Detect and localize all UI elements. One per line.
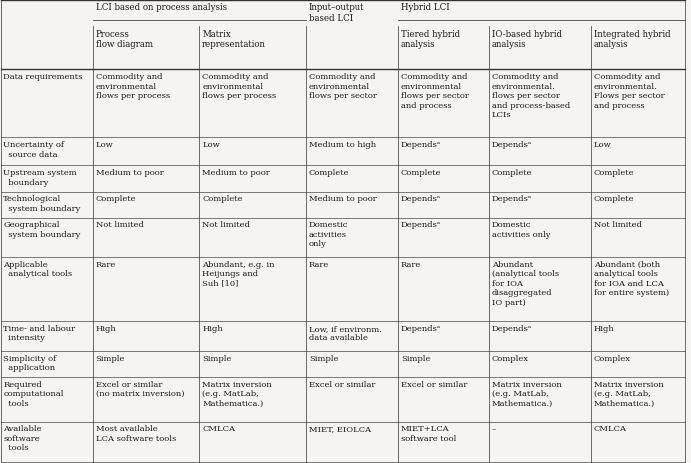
Text: Process
flow diagram: Process flow diagram xyxy=(95,30,153,49)
Text: Matrix
representation: Matrix representation xyxy=(202,30,266,49)
Text: Complete: Complete xyxy=(594,169,634,177)
Text: Not limited: Not limited xyxy=(202,221,250,229)
Text: Low: Low xyxy=(202,141,220,149)
Text: Matrix inversion
(e.g. MatLab,
Mathematica.): Matrix inversion (e.g. MatLab, Mathemati… xyxy=(594,380,663,407)
Text: Complex: Complex xyxy=(594,354,631,362)
Text: Low, if environm.
data available: Low, if environm. data available xyxy=(309,324,381,342)
Text: Most available
LCA software tools: Most available LCA software tools xyxy=(95,425,176,442)
Text: Complete: Complete xyxy=(202,195,243,203)
Text: Commodity and
environmental
flows per process: Commodity and environmental flows per pr… xyxy=(95,73,170,100)
Text: Simplicity of
  application: Simplicity of application xyxy=(3,354,57,371)
Text: Dependsᵃ: Dependsᵃ xyxy=(401,221,441,229)
Text: Tiered hybrid
analysis: Tiered hybrid analysis xyxy=(401,30,460,49)
Text: Dependsᵃ: Dependsᵃ xyxy=(492,141,532,149)
Text: Integrated hybrid
analysis: Integrated hybrid analysis xyxy=(594,30,670,49)
Text: Complete: Complete xyxy=(594,195,634,203)
Text: Available
software
  tools: Available software tools xyxy=(3,425,42,451)
Text: Abundant
(analytical tools
for IOA
disaggregated
IO part): Abundant (analytical tools for IOA disag… xyxy=(492,260,559,306)
Text: Dependsᵃ: Dependsᵃ xyxy=(401,141,441,149)
Text: Commodity and
environmental
flows per process: Commodity and environmental flows per pr… xyxy=(202,73,276,100)
Text: Commodity and
environmental
flows per sector
and process: Commodity and environmental flows per se… xyxy=(401,73,468,109)
Text: Excel or similar: Excel or similar xyxy=(309,380,375,388)
Text: Data requirements: Data requirements xyxy=(3,73,83,81)
Text: Low: Low xyxy=(594,141,612,149)
Text: Domestic
activities only: Domestic activities only xyxy=(492,221,550,238)
Text: High: High xyxy=(202,324,223,332)
Text: Complex: Complex xyxy=(492,354,529,362)
Text: Geographical
  system boundary: Geographical system boundary xyxy=(3,221,81,238)
Text: Hybrid LCI: Hybrid LCI xyxy=(401,3,450,13)
Text: Complete: Complete xyxy=(492,169,532,177)
Text: Matrix inversion
(e.g. MatLab,
Mathematica.): Matrix inversion (e.g. MatLab, Mathemati… xyxy=(492,380,561,407)
Text: Not limited: Not limited xyxy=(95,221,144,229)
Text: Dependsᵃ: Dependsᵃ xyxy=(492,195,532,203)
Text: Abundant (both
analytical tools
for IOA and LCA
for entire system): Abundant (both analytical tools for IOA … xyxy=(594,260,669,296)
Text: Simple: Simple xyxy=(202,354,231,362)
Text: Input–output
based LCI: Input–output based LCI xyxy=(309,3,364,23)
Text: Low: Low xyxy=(95,141,113,149)
Text: –: – xyxy=(492,425,496,432)
Text: MIET+LCA
software tool: MIET+LCA software tool xyxy=(401,425,456,442)
Text: Medium to high: Medium to high xyxy=(309,141,376,149)
Text: High: High xyxy=(594,324,615,332)
Text: Rare: Rare xyxy=(309,260,329,268)
Text: Complete: Complete xyxy=(95,195,136,203)
Text: Rare: Rare xyxy=(401,260,422,268)
Text: Medium to poor: Medium to poor xyxy=(95,169,163,177)
Text: LCI based on process analysis: LCI based on process analysis xyxy=(95,3,227,13)
Text: MIET, EIOLCA: MIET, EIOLCA xyxy=(309,425,371,432)
Text: Medium to poor: Medium to poor xyxy=(309,195,377,203)
Text: Uncertainty of
  source data: Uncertainty of source data xyxy=(3,141,64,158)
Text: High: High xyxy=(95,324,116,332)
Text: Commodity and
environmental.
flows per sector
and process-based
LCIs: Commodity and environmental. flows per s… xyxy=(492,73,570,119)
Text: Dependsᵃ: Dependsᵃ xyxy=(401,195,441,203)
Text: CMLCA: CMLCA xyxy=(594,425,627,432)
Text: Commodity and
environmental
flows per sector: Commodity and environmental flows per se… xyxy=(309,73,377,100)
Text: Excel or similar: Excel or similar xyxy=(401,380,467,388)
Text: Simple: Simple xyxy=(401,354,430,362)
Text: Technological
  system boundary: Technological system boundary xyxy=(3,195,81,213)
Text: Not limited: Not limited xyxy=(594,221,642,229)
Text: Dependsᵃ: Dependsᵃ xyxy=(492,324,532,332)
Text: Simple: Simple xyxy=(309,354,338,362)
Text: CMLCA: CMLCA xyxy=(202,425,235,432)
Text: Excel or similar
(no matrix inversion): Excel or similar (no matrix inversion) xyxy=(95,380,184,397)
Text: Simple: Simple xyxy=(95,354,125,362)
Text: Complete: Complete xyxy=(401,169,442,177)
Text: Commodity and
environmental.
Flows per sector
and process: Commodity and environmental. Flows per s… xyxy=(594,73,665,109)
Text: Rare: Rare xyxy=(95,260,116,268)
Text: IO-based hybrid
analysis: IO-based hybrid analysis xyxy=(492,30,562,49)
Text: Applicable
  analytical tools: Applicable analytical tools xyxy=(3,260,73,277)
Text: Medium to poor: Medium to poor xyxy=(202,169,270,177)
Text: Complete: Complete xyxy=(309,169,349,177)
Text: Dependsᵃ: Dependsᵃ xyxy=(401,324,441,332)
Text: Time- and labour
  intensity: Time- and labour intensity xyxy=(3,324,75,342)
Text: Required
computational
  tools: Required computational tools xyxy=(3,380,64,407)
Text: Upstream system
  boundary: Upstream system boundary xyxy=(3,169,77,187)
Text: Abundant, e.g. in
Heijungs and
Suh [10]: Abundant, e.g. in Heijungs and Suh [10] xyxy=(202,260,275,287)
Text: Matrix inversion
(e.g. MatLab,
Mathematica.): Matrix inversion (e.g. MatLab, Mathemati… xyxy=(202,380,272,407)
Text: Domestic
activities
only: Domestic activities only xyxy=(309,221,348,248)
